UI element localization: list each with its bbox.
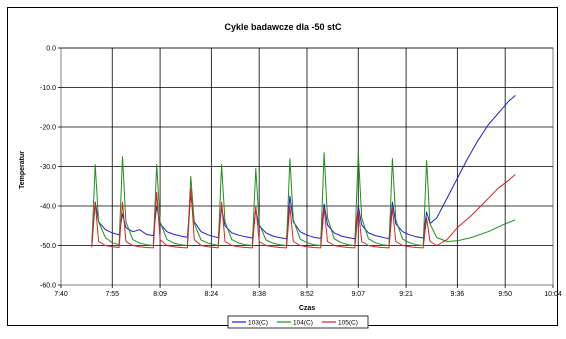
x-tick-label: 8:38 [252, 291, 266, 298]
chart-title: Cykle badawcze dla -50 stC [224, 22, 342, 32]
x-axis-ticks: 7:40 7:55 8:09 8:24 8:38 8:52 9:07 9:21 9:36 9:50… [54, 285, 562, 298]
y-tick-label: -50.0 [40, 243, 56, 250]
legend-label: 103(C) [248, 320, 268, 327]
x-tick-label: 9:21 [399, 291, 413, 298]
x-tick-label: 8:24 [205, 291, 219, 298]
y-tick-label: -40.0 [40, 204, 56, 211]
series-lines [91, 95, 516, 249]
y-axis-ticks: 0.0 -10.0 -20.0 -30.0 -40.0 -50.0 -60.0 [40, 46, 61, 290]
x-tick-label: 7:40 [54, 291, 68, 298]
grid [61, 47, 553, 285]
y-tick-label: -10.0 [40, 85, 56, 92]
legend-label: 104(C) [293, 320, 313, 327]
x-tick-label: 8:09 [153, 291, 167, 298]
x-tick-label: 9:50 [498, 291, 512, 298]
y-axis-label: Temperatur [19, 151, 26, 189]
x-tick-label: 8:52 [300, 291, 314, 298]
legend-box [227, 315, 369, 329]
x-tick-label: 9:36 [451, 291, 465, 298]
legend: 103(C) 104(C) 105(C) [227, 315, 369, 329]
y-tick-label: -30.0 [40, 164, 56, 171]
y-tick-label: -60.0 [40, 283, 56, 290]
y-tick-label: -20.0 [40, 125, 56, 132]
legend-label: 105(C) [338, 320, 358, 327]
x-axis-label: Czas [299, 305, 315, 312]
y-tick-label: 0.0 [46, 46, 56, 53]
x-tick-label: 7:55 [105, 291, 119, 298]
x-tick-label: 10:04 [544, 291, 562, 298]
series-line-104(C) [91, 152, 516, 246]
x-tick-label: 9:07 [351, 291, 365, 298]
series-line-105(C) [91, 174, 516, 249]
